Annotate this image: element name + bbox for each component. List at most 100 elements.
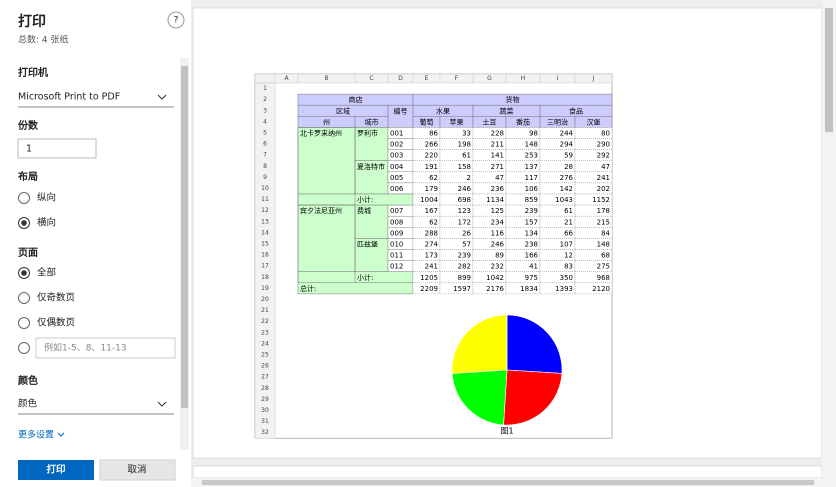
row-number: 2: [263, 96, 267, 103]
id-cell-text: 003: [390, 152, 403, 160]
value-cell-text: 123: [458, 207, 471, 215]
page-range-placeholder[interactable]: 例如1-5、8、11-13: [44, 342, 127, 354]
sheet-count: 总数: 4 张纸: [18, 34, 68, 46]
row-number: 6: [263, 141, 267, 148]
header-cell: 城市: [365, 117, 379, 126]
printer-select[interactable]: Microsoft Print to PDF: [18, 92, 120, 103]
value-cell-text: 66: [564, 229, 573, 237]
scrollbar-thumb[interactable]: [181, 66, 188, 408]
row-number: 13: [261, 218, 269, 225]
header-cell: 葡萄: [420, 117, 434, 126]
value-cell-text: 271: [491, 163, 504, 171]
dialog-title: 打印: [18, 13, 46, 30]
cell-fill: [297, 193, 414, 206]
layout-label: 布局: [18, 170, 38, 183]
value-cell: [505, 282, 541, 295]
value-cell-text: 1834: [520, 285, 538, 293]
column-header: G: [487, 75, 492, 82]
header-cell: 水果: [436, 106, 450, 115]
portrait-option[interactable]: 纵向: [37, 192, 56, 204]
radio[interactable]: [18, 292, 30, 304]
value-cell-text: 859: [525, 196, 538, 204]
landscape-option[interactable]: 横向: [37, 217, 56, 229]
header-cell: 汉堡: [587, 117, 601, 126]
radio[interactable]: [18, 317, 30, 329]
print-button[interactable]: [18, 460, 94, 480]
row-number: 29: [261, 396, 269, 403]
value-cell-text: 236: [491, 185, 505, 193]
value-cell-text: 290: [597, 141, 610, 149]
chevron: [157, 401, 167, 407]
help-icon[interactable]: ?: [174, 16, 179, 26]
value-cell-text: 294: [560, 141, 574, 149]
value-cell-text: 1004: [420, 196, 438, 204]
row-number: 9: [263, 174, 267, 181]
h-scrollbar-thumb[interactable]: [202, 480, 814, 485]
radio[interactable]: [18, 192, 30, 204]
value-cell-text: 62: [429, 174, 438, 182]
copies-input[interactable]: [17, 138, 97, 159]
value-cell-text: 2120: [592, 285, 610, 293]
value-cell-text: 47: [601, 163, 610, 171]
header-cell: 编号: [394, 106, 408, 115]
value-cell-text: 1043: [555, 196, 573, 204]
odd-pages-option[interactable]: 仅奇数页: [37, 292, 75, 304]
value-cell-text: 234: [491, 218, 505, 226]
row-number: 17: [261, 263, 269, 270]
total-label: 总计:: [300, 284, 316, 293]
value-cell-text: 1597: [453, 285, 471, 293]
column-header: I: [557, 75, 559, 82]
header-cell: 区域: [336, 106, 350, 115]
value-cell-text: 244: [560, 129, 574, 137]
value-cell-text: 220: [425, 152, 438, 160]
value-cell-text: 253: [525, 152, 538, 160]
header-cell: 州: [323, 118, 330, 126]
value-cell-text: 86: [429, 129, 438, 137]
pie-caption: 图1: [500, 427, 513, 436]
value-cell-text: 2: [467, 174, 471, 182]
printer-label: 打印机: [18, 66, 48, 79]
row-number: 18: [261, 274, 269, 281]
help-button[interactable]: [167, 11, 185, 29]
city-cell: 费城: [357, 206, 371, 215]
value-cell-text: 241: [597, 174, 610, 182]
value-cell-text: 232: [491, 263, 504, 271]
scrollbar-thumb[interactable]: [825, 8, 833, 132]
value-cell-text: 179: [425, 185, 438, 193]
pie-slice: [506, 314, 563, 374]
cancel-button[interactable]: [99, 459, 176, 481]
page-range-input[interactable]: [35, 337, 176, 359]
value-cell-text: 134: [525, 229, 539, 237]
id-cell-text: 005: [390, 174, 403, 182]
radio[interactable]: [18, 342, 30, 354]
value-cell-text: 166: [525, 252, 539, 260]
row-number: 27: [261, 374, 269, 381]
cancel-button-label[interactable]: 取消: [127, 464, 146, 476]
column-header: C: [369, 75, 373, 82]
value-cell-text: 239: [458, 252, 471, 260]
all-pages-option[interactable]: 全部: [37, 267, 56, 279]
city-cell: 夏洛特市: [357, 162, 385, 171]
column-header-bar: [254, 73, 613, 84]
column-header: A: [284, 75, 289, 82]
header-cell: 土豆: [483, 117, 497, 126]
row-number: 31: [261, 418, 269, 425]
value-cell-text: 61: [564, 207, 573, 215]
row-number: 23: [261, 329, 269, 336]
color-select[interactable]: 颜色: [18, 398, 38, 410]
more-settings[interactable]: 更多设置: [18, 429, 54, 441]
value-cell-text: 246: [491, 240, 505, 248]
value-cell-text: 28: [564, 163, 573, 171]
copies-value[interactable]: 1: [26, 144, 32, 155]
chevron: [57, 432, 65, 437]
value-cell-text: 1152: [592, 196, 610, 204]
value-cell-text: 68: [601, 252, 610, 260]
even-pages-option[interactable]: 仅偶数页: [37, 317, 75, 329]
value-cell-text: 275: [597, 263, 610, 271]
id-cell-text: 012: [390, 263, 403, 271]
value-cell-text: 241: [425, 263, 438, 271]
value-cell-text: 238: [525, 240, 538, 248]
value-cell-text: 33: [462, 129, 471, 137]
print-button-label[interactable]: 打印: [46, 464, 65, 476]
value-cell-text: 246: [458, 185, 472, 193]
